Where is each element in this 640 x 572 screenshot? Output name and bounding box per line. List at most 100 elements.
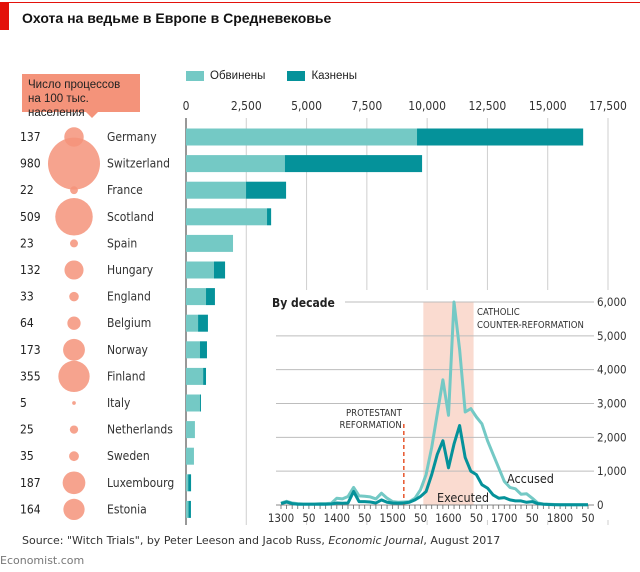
inset-x-tick-label: 50 <box>470 511 483 525</box>
inset-x-tick-label: 1400 <box>324 511 350 525</box>
bar-executed <box>246 181 287 199</box>
bar-executed <box>199 394 201 412</box>
per-100k-bubble <box>63 498 85 521</box>
executed-series-label: Executed <box>437 490 489 505</box>
inset-x-tick-label: 1700 <box>491 511 517 525</box>
per-100k-value: 35 <box>20 449 34 463</box>
bar-accused <box>186 128 418 146</box>
bar-accused <box>186 234 234 252</box>
per-100k-value: 33 <box>20 290 34 304</box>
bar-executed <box>213 261 226 279</box>
per-100k-value: 355 <box>20 369 41 383</box>
x-tick-label: 5,000 <box>291 99 322 113</box>
brand-red-tab <box>0 2 9 30</box>
per-100k-value: 173 <box>20 343 41 357</box>
per-100k-value: 22 <box>20 183 34 197</box>
per-100k-value: 5 <box>20 396 27 410</box>
brand-credit: Economist.com <box>0 554 85 567</box>
bar-executed <box>188 500 191 518</box>
per-100k-value: 64 <box>20 316 34 330</box>
inset-x-tick-label: 50 <box>581 511 594 525</box>
per-100k-value: 23 <box>20 236 34 250</box>
per-100k-bubble <box>58 360 90 393</box>
per-100k-value: 980 <box>20 157 41 171</box>
bar-accused <box>186 500 189 518</box>
country-label: Scotland <box>107 210 154 224</box>
bar-accused <box>186 367 204 385</box>
bar-executed <box>417 128 584 146</box>
inset-x-tick-label: 50 <box>358 511 371 525</box>
bar-executed <box>203 367 207 385</box>
country-label: Estonia <box>107 502 147 516</box>
bar-accused <box>186 341 200 359</box>
inset-x-tick-label: 50 <box>414 511 427 525</box>
country-label: Luxembourg <box>107 476 174 490</box>
bar-executed <box>267 208 272 226</box>
per-100k-bubble <box>48 137 100 190</box>
x-tick-label: 2,500 <box>231 99 262 113</box>
country-label: Finland <box>107 369 146 383</box>
per-100k-bubble <box>55 198 93 236</box>
bar-executed <box>284 155 423 173</box>
per-100k-bubble <box>62 471 86 495</box>
per-100k-callout: Число процессов на 100 тыс. населения <box>22 74 140 119</box>
legend-label-executed: Казнены <box>311 70 358 82</box>
x-tick-label: 0 <box>183 99 190 113</box>
bar-executed <box>199 341 207 359</box>
country-label: Switzerland <box>107 157 170 171</box>
country-label: Germany <box>107 130 157 144</box>
legend: Обвинены Казнены <box>186 70 357 82</box>
bar-executed <box>198 314 208 332</box>
y-tick-label: 1,000 <box>597 464 627 478</box>
inset-x-tick-label: 1300 <box>268 511 294 525</box>
chart-title: Охота на ведьме в Европе в Средневековье <box>22 10 332 26</box>
country-label: England <box>107 290 151 304</box>
country-label: Spain <box>107 236 137 250</box>
country-label: Sweden <box>107 449 150 463</box>
inset-x-tick-label: 1600 <box>435 511 461 525</box>
inset-x-tick-label: 50 <box>526 511 539 525</box>
inset-title: By decade <box>272 296 335 310</box>
accused-series-label: Accused <box>507 471 554 486</box>
per-100k-bubble <box>70 239 78 248</box>
per-100k-value: 187 <box>20 476 41 490</box>
bar-accused <box>186 474 189 492</box>
bar-accused <box>186 261 214 279</box>
per-100k-bubble <box>69 291 79 302</box>
source-suffix: , August 2017 <box>423 534 501 547</box>
country-label: Belgium <box>107 316 151 330</box>
per-100k-bubble <box>69 451 79 462</box>
country-label: Italy <box>107 396 131 410</box>
executed-line <box>280 424 589 507</box>
bar-accused <box>186 421 195 439</box>
country-label: Norway <box>107 343 149 357</box>
per-100k-value: 137 <box>20 130 41 144</box>
bar-accused <box>186 288 207 306</box>
legend-swatch-accused <box>186 71 204 81</box>
bar-accused <box>186 208 268 226</box>
y-tick-label: 3,000 <box>597 397 627 411</box>
legend-swatch-executed <box>287 71 306 81</box>
per-100k-value: 164 <box>20 502 41 516</box>
source-prefix: Source: "Witch Trials", by Peter Leeson … <box>22 534 329 547</box>
per-100k-bubble <box>67 316 81 330</box>
per-100k-value: 25 <box>20 423 34 437</box>
per-100k-bubble <box>72 401 76 405</box>
per-100k-value: 132 <box>20 263 41 277</box>
y-tick-label: 0 <box>597 498 604 512</box>
bar-accused <box>186 447 194 465</box>
catholic-label-1: CATHOLIC <box>477 307 520 318</box>
catholic-label-2: COUNTER-REFORMATION <box>477 320 584 331</box>
source-journal: Economic Journal <box>328 534 424 547</box>
bar-executed <box>188 474 192 492</box>
x-tick-label: 17,500 <box>589 99 627 113</box>
x-tick-label: 7,500 <box>351 99 382 113</box>
bar-accused <box>186 181 247 199</box>
x-tick-label: 10,000 <box>408 99 446 113</box>
per-100k-bubble <box>69 425 79 434</box>
protestant-label-2: REFORMATION <box>340 420 402 431</box>
per-100k-value: 509 <box>20 210 41 224</box>
bar-accused <box>186 394 200 412</box>
bar-accused <box>186 155 285 173</box>
